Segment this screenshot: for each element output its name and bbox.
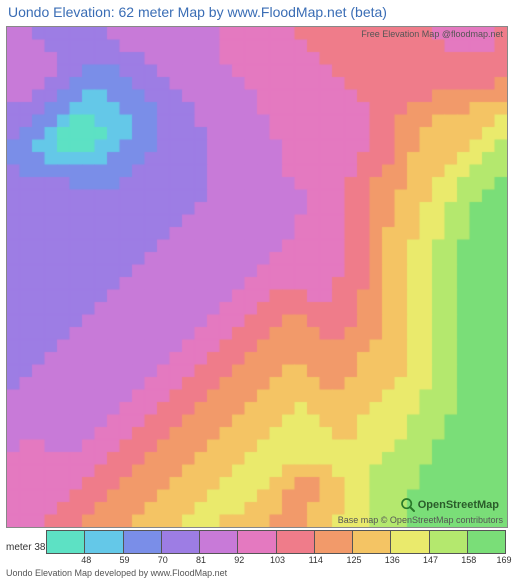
legend-tick: 158 (460, 555, 478, 565)
legend-unit: meter 38 (6, 530, 46, 554)
footer-text: Uondo Elevation Map developed by www.Flo… (6, 568, 512, 578)
legend-tick: 59 (116, 555, 134, 565)
osm-label: OpenStreetMap (418, 499, 499, 511)
legend-tick: 136 (383, 555, 401, 565)
legend-swatch: 125 (352, 530, 390, 554)
legend-tick: 147 (422, 555, 440, 565)
osm-logo: OpenStreetMap (400, 497, 499, 513)
legend-swatch: 59 (123, 530, 161, 554)
attribution-osm: Base map © OpenStreetMap contributors (338, 515, 503, 525)
map-canvas (7, 27, 507, 527)
legend-tick: 48 (77, 555, 95, 565)
legend-tick: 103 (269, 555, 287, 565)
legend-swatch: 114 (314, 530, 352, 554)
legend-swatch: 136 (390, 530, 428, 554)
legend-swatch: 147 (429, 530, 467, 554)
legend-swatch: 81 (199, 530, 237, 554)
legend-swatch (46, 530, 84, 554)
legend-tick: 70 (154, 555, 172, 565)
attribution-floodmap: Free Elevation Map @floodmap.net (361, 29, 503, 39)
legend-swatch: 92 (237, 530, 275, 554)
legend-swatch: 158169 (467, 530, 506, 554)
elevation-legend: meter 38 4859708192103114125136147158169 (6, 530, 506, 554)
legend-tick: 92 (230, 555, 248, 565)
legend-tick: 169 (495, 555, 512, 565)
legend-tick: 114 (307, 555, 325, 565)
legend-swatch: 70 (161, 530, 199, 554)
legend-swatch: 103 (276, 530, 314, 554)
legend-tick: 125 (345, 555, 363, 565)
magnify-icon (400, 497, 416, 513)
elevation-map: Free Elevation Map @floodmap.net OpenStr… (6, 26, 508, 528)
legend-tick: 81 (192, 555, 210, 565)
map-title: Uondo Elevation: 62 meter Map by www.Flo… (0, 0, 512, 26)
legend-swatch: 48 (84, 530, 122, 554)
